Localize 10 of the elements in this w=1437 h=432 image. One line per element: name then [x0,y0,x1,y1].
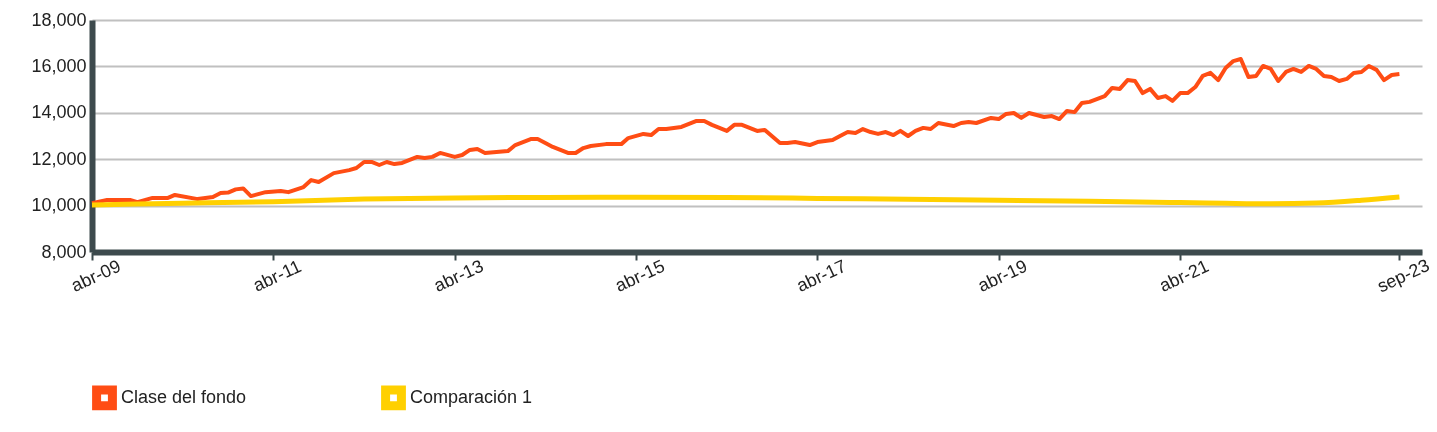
y-tick-label: 18,000 [31,9,87,30]
y-tick-label: 14,000 [31,102,87,123]
y-tick-label: 12,000 [31,148,87,169]
x-tick-label: abr-21 [1156,255,1212,296]
y-tick-label: 8,000 [41,241,87,262]
legend-label: Clase del fondo [121,386,247,407]
x-tick-label: abr-11 [249,255,305,296]
y-tick-label: 10,000 [31,195,87,216]
legend-label: Comparación 1 [410,386,533,407]
y-tick-label: 16,000 [31,55,87,76]
